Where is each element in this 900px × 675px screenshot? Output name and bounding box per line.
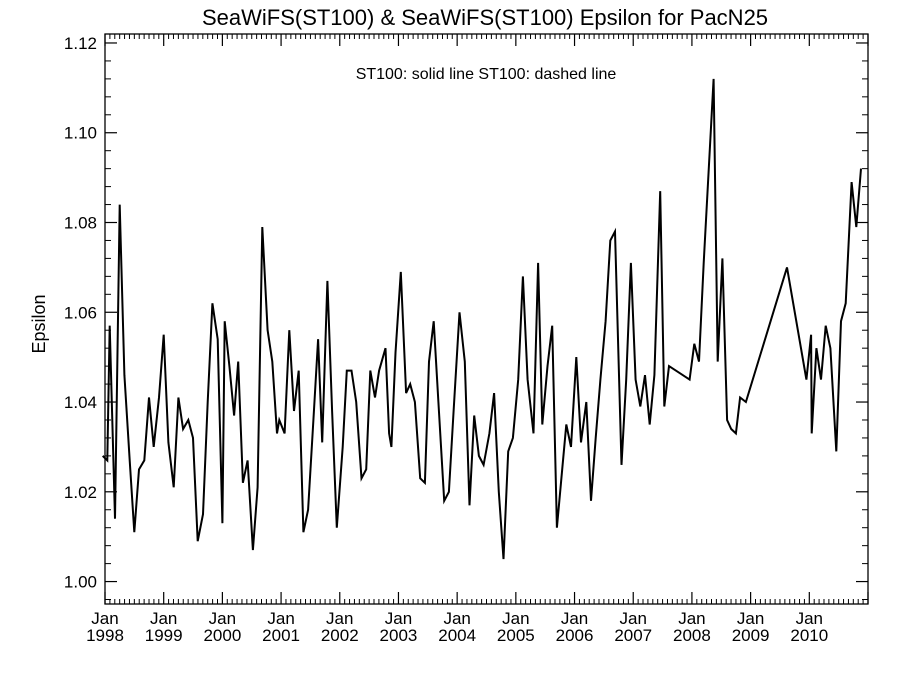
x-tick-month-label: Jan	[561, 609, 588, 628]
x-tick-year-label: 2005	[497, 626, 535, 645]
x-tick-year-label: 2009	[732, 626, 770, 645]
x-tick-year-label: 2000	[203, 626, 241, 645]
x-tick-year-label: 1998	[86, 626, 124, 645]
x-tick-month-label: Jan	[209, 609, 236, 628]
x-tick-month-label: Jan	[620, 609, 647, 628]
x-tick-year-label: 2002	[321, 626, 359, 645]
x-tick-year-label: 2007	[614, 626, 652, 645]
x-tick-month-label: Jan	[326, 609, 353, 628]
x-tick-month-label: Jan	[443, 609, 470, 628]
y-tick-label: 1.04	[64, 393, 97, 412]
x-tick-month-label: Jan	[267, 609, 294, 628]
y-tick-label: 1.12	[64, 34, 97, 53]
series-line-st100	[102, 78, 862, 560]
x-tick-month-label: Jan	[385, 609, 412, 628]
x-tick-month-label: Jan	[678, 609, 705, 628]
y-tick-label: 1.08	[64, 214, 97, 233]
x-tick-month-label: Jan	[796, 609, 823, 628]
y-axis-label: Epsilon	[29, 294, 49, 353]
y-tick-label: 1.10	[64, 124, 97, 143]
x-tick-month-label: Jan	[150, 609, 177, 628]
x-tick-year-label: 2003	[380, 626, 418, 645]
y-tick-label: 1.02	[64, 483, 97, 502]
x-tick-year-label: 1999	[145, 626, 183, 645]
x-tick-year-label: 2006	[556, 626, 594, 645]
x-tick-month-label: Jan	[91, 609, 118, 628]
x-tick-year-label: 2004	[438, 626, 476, 645]
chart-annotation: ST100: solid line ST100: dashed line	[356, 66, 617, 83]
y-tick-label: 1.00	[64, 573, 97, 592]
x-tick-month-label: Jan	[737, 609, 764, 628]
x-tick-year-label: 2008	[673, 626, 711, 645]
x-tick-month-label: Jan	[502, 609, 529, 628]
x-tick-year-label: 2010	[790, 626, 828, 645]
y-tick-label: 1.06	[64, 303, 97, 322]
plot-frame	[104, 33, 869, 605]
chart-title: SeaWiFS(ST100) & SeaWiFS(ST100) Epsilon …	[202, 5, 768, 30]
x-tick-year-label: 2001	[262, 626, 300, 645]
